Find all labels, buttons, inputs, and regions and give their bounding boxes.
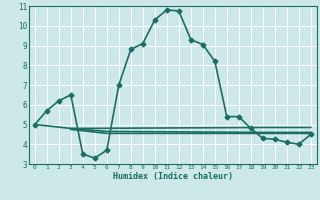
X-axis label: Humidex (Indice chaleur): Humidex (Indice chaleur) [113,172,233,181]
